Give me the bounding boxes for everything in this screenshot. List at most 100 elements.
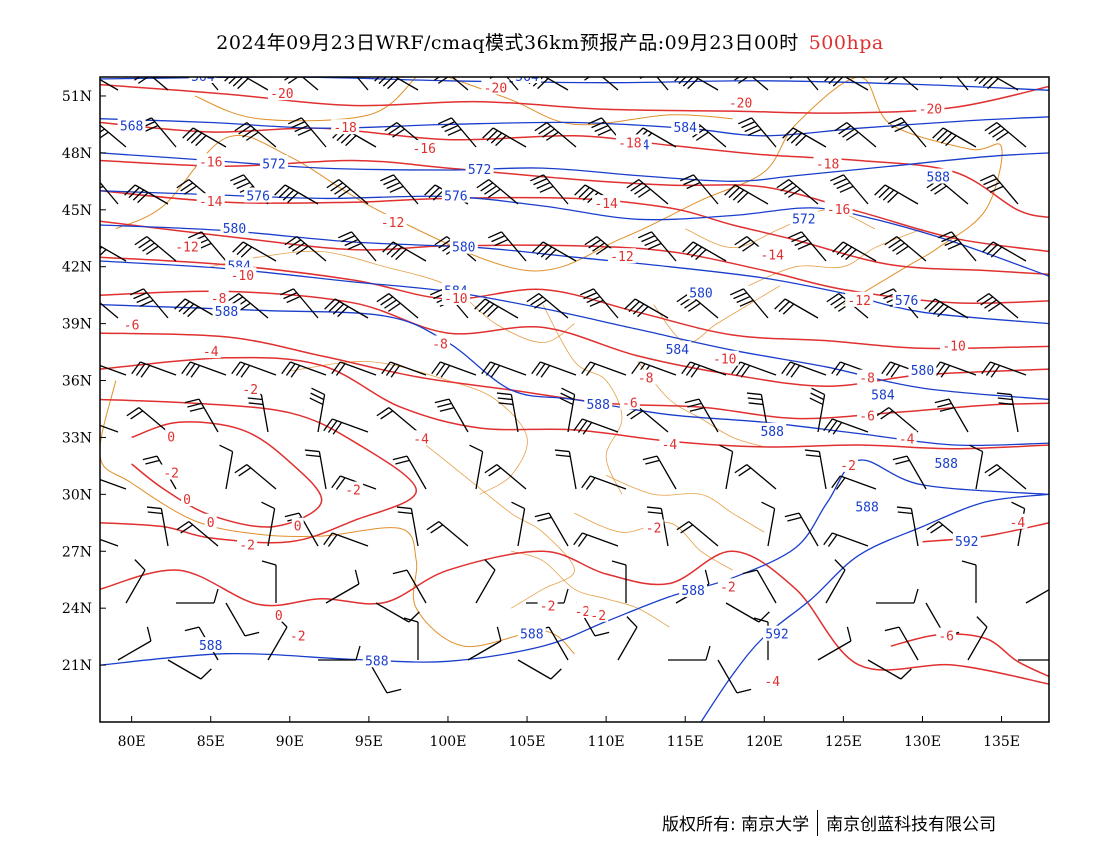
temperature-contour-label: -2 bbox=[646, 522, 662, 537]
temperature-contour-label-bg bbox=[916, 100, 945, 116]
temperature-contour-label: -14 bbox=[760, 248, 784, 263]
wind-barb bbox=[343, 77, 369, 91]
wind-barb bbox=[834, 122, 877, 148]
height-contour-label: 588 bbox=[365, 654, 388, 669]
wind-barb bbox=[932, 127, 977, 148]
wind-barb bbox=[809, 387, 826, 433]
temperature-contour-label: -2 bbox=[590, 609, 606, 624]
wind-barb bbox=[531, 361, 577, 378]
lat-tick-label: 42N bbox=[62, 260, 92, 276]
temperature-contour-label: -12 bbox=[175, 241, 198, 256]
wind-barb bbox=[534, 122, 577, 148]
height-contour-label-bg bbox=[449, 238, 478, 254]
lat-tick-label: 27N bbox=[62, 544, 92, 560]
wind-barb bbox=[781, 361, 827, 378]
temperature-contour-label-bg bbox=[430, 335, 451, 351]
country-border bbox=[115, 77, 1003, 306]
height-contour bbox=[100, 459, 1049, 666]
temperature-contour-label: -10 bbox=[713, 353, 736, 368]
height-contour-label-bg bbox=[663, 341, 692, 357]
temperature-contour-label-bg bbox=[758, 246, 787, 262]
wind-barb bbox=[134, 236, 177, 262]
wind-barb bbox=[181, 361, 227, 378]
temperature-contour-label: -16 bbox=[412, 142, 435, 157]
temperature-contour-label: 0 bbox=[207, 516, 215, 531]
wind-barb bbox=[742, 569, 777, 604]
temperature-contour-label-bg bbox=[196, 193, 225, 209]
height-contour-label-bg bbox=[679, 582, 708, 598]
wind-barb bbox=[326, 179, 369, 205]
temperature-contour-label-bg bbox=[237, 536, 258, 552]
temperature-contour-label-bg bbox=[228, 267, 257, 283]
wind-barb bbox=[776, 179, 819, 205]
wind-barb bbox=[961, 560, 977, 603]
temperature-contour-label-bg bbox=[824, 200, 853, 216]
height-contours bbox=[100, 77, 1049, 722]
temperature-contour-label: -6 bbox=[124, 319, 140, 334]
temperature-contour-label: -2 bbox=[720, 580, 736, 595]
height-contour-label-bg bbox=[441, 187, 470, 203]
wind-barb bbox=[530, 174, 569, 205]
wind-barb bbox=[426, 521, 469, 547]
footer: 版权所有: 南京大学 南京创蓝科技有限公司 bbox=[662, 810, 996, 838]
wind-barb bbox=[984, 122, 1027, 148]
height-contour-label: 588 bbox=[520, 628, 543, 643]
wind-barb bbox=[874, 184, 919, 205]
temperature-contour-label: 0 bbox=[167, 430, 175, 445]
wind-barb bbox=[488, 231, 527, 262]
wind-barb bbox=[176, 521, 219, 547]
height-contour-label: 584 bbox=[666, 343, 690, 358]
height-contour-label: 588 bbox=[927, 171, 950, 186]
height-contour-label-bg bbox=[259, 155, 288, 171]
temperature-contour-label-bg bbox=[121, 316, 142, 332]
temperature-contour-label-bg bbox=[940, 337, 969, 353]
temperature-contour-label: -8 bbox=[638, 372, 654, 387]
height-contour-label-bg bbox=[465, 160, 494, 176]
height-contour bbox=[100, 224, 1049, 325]
lon-tick-label: 130E bbox=[904, 734, 941, 750]
height-contour-label-bg bbox=[908, 362, 937, 378]
wind-barb bbox=[617, 616, 638, 661]
wind-barb bbox=[225, 602, 260, 637]
temperature-contour-label: -2 bbox=[540, 599, 556, 614]
height-contour bbox=[700, 493, 1049, 722]
wind-barb bbox=[876, 588, 919, 604]
province-border bbox=[653, 285, 781, 344]
temperature-contour-label: -18 bbox=[816, 157, 839, 172]
wind-barb bbox=[100, 475, 127, 490]
height-contour-label: 588 bbox=[934, 457, 957, 472]
height-contour-label: 572 bbox=[792, 212, 815, 227]
height-contour-label-bg bbox=[932, 455, 961, 470]
wind-barb bbox=[469, 444, 484, 490]
wind-barb bbox=[896, 506, 919, 547]
temperature-contour-label-bg bbox=[717, 578, 738, 594]
wind-barb bbox=[234, 122, 277, 148]
temperature-contour-label: -2 bbox=[163, 466, 179, 481]
height-contour-label: 580 bbox=[689, 286, 712, 301]
lon-tick-label: 110E bbox=[588, 734, 625, 750]
temperature-contour-label-bg bbox=[710, 350, 739, 366]
wind-barb bbox=[788, 231, 827, 262]
axes: 80E 85E 90E 95E 100E 105E 110E 115E 120E 125E 130E… bbox=[62, 89, 1020, 750]
wind-barb bbox=[969, 444, 984, 490]
wind-barb bbox=[376, 293, 419, 319]
height-contour-label-bg bbox=[868, 386, 897, 402]
copyright-label: 版权所有: bbox=[662, 815, 736, 835]
lon-tick-label: 135E bbox=[983, 734, 1020, 750]
country-border bbox=[100, 380, 575, 655]
wind-barb bbox=[867, 659, 912, 680]
wind-barb bbox=[967, 616, 988, 661]
wind-barb bbox=[1025, 583, 1049, 604]
temperature-contour-label: -12 bbox=[610, 250, 633, 265]
temperature-contour-label-bg bbox=[607, 248, 636, 264]
wind-barb bbox=[892, 455, 927, 490]
wind-barb bbox=[280, 77, 319, 91]
lat-tick-label: 30N bbox=[62, 487, 92, 503]
wind-barb bbox=[611, 560, 627, 603]
boundary-layer bbox=[100, 77, 1003, 655]
lon-tick-label: 85E bbox=[197, 734, 225, 750]
wind-barb bbox=[823, 532, 869, 547]
wind-barb bbox=[996, 392, 1019, 433]
wind-barb bbox=[724, 184, 769, 205]
wind-barb bbox=[261, 501, 276, 547]
